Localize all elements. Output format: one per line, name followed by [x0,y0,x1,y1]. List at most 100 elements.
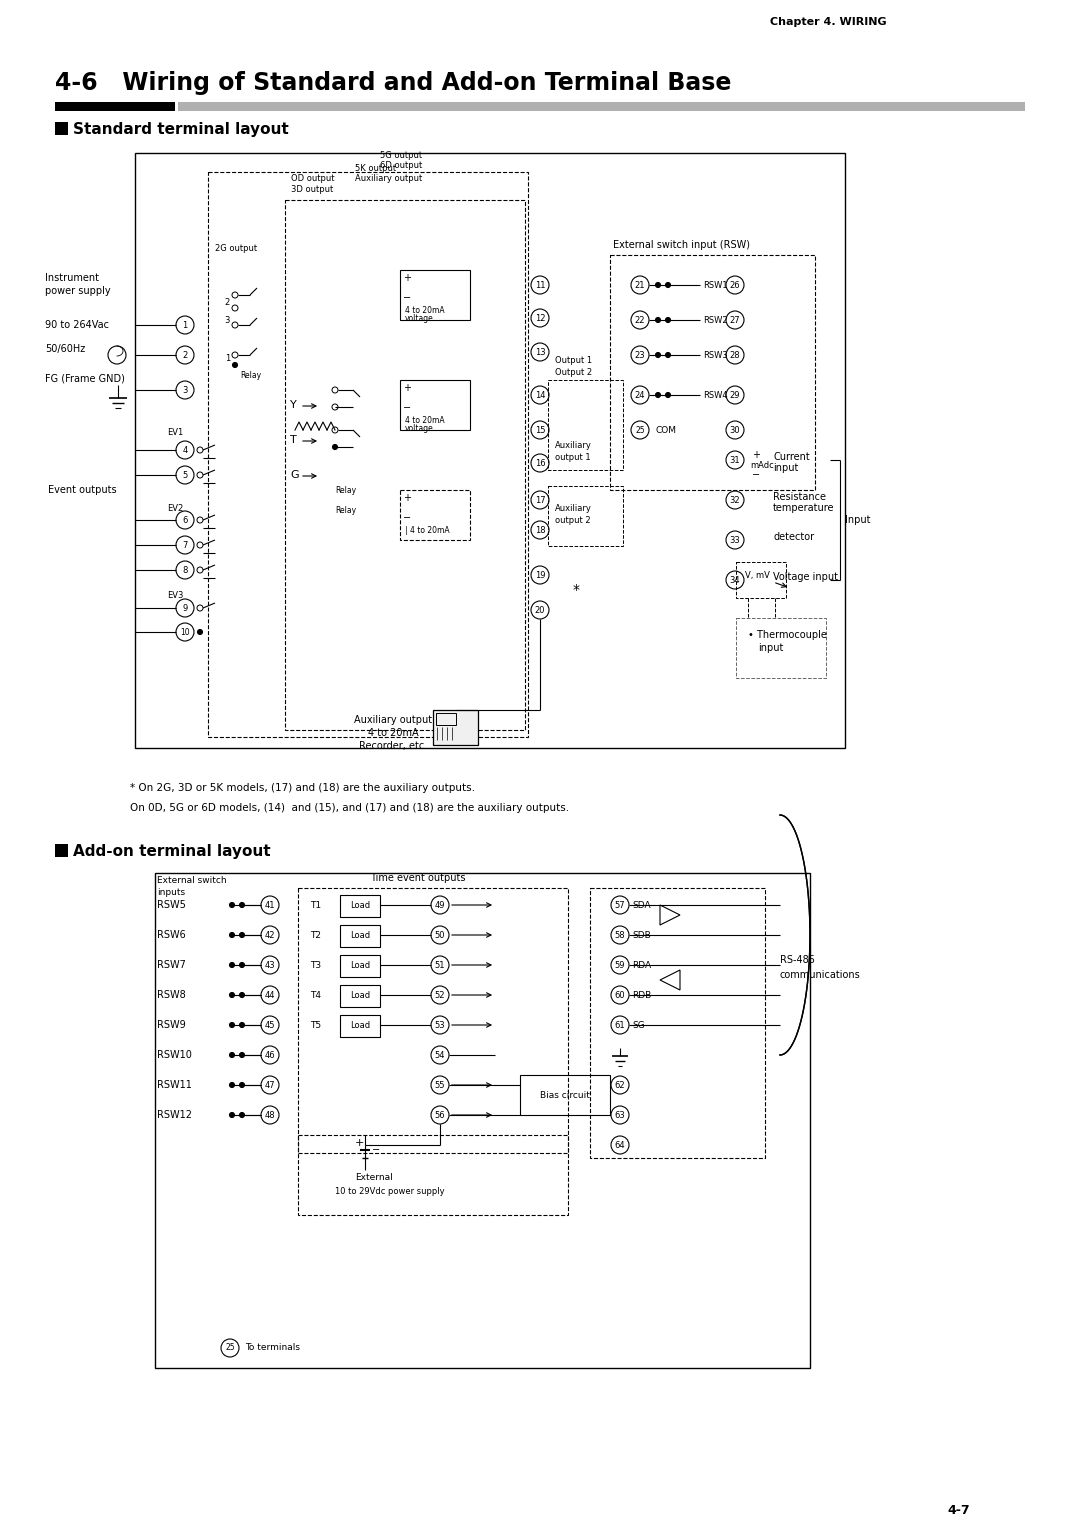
Text: 18: 18 [535,526,545,535]
Circle shape [240,1053,244,1057]
Circle shape [198,630,203,634]
Circle shape [229,963,234,967]
Bar [436,714,456,724]
Text: RS-485: RS-485 [780,955,815,966]
Text: Output 2: Output 2 [555,368,592,376]
Text: Standard terminal layout: Standard terminal layout [73,122,288,136]
Text: T4: T4 [310,990,321,999]
Circle shape [665,318,671,322]
Circle shape [333,445,337,449]
Text: SDB: SDB [632,931,651,940]
Text: 63: 63 [615,1111,625,1120]
Text: 27: 27 [730,315,740,324]
Text: Load: Load [350,900,370,909]
Text: EV1: EV1 [167,428,184,437]
Text: 56: 56 [434,1111,445,1120]
Bar [400,380,470,429]
Text: 46: 46 [265,1051,275,1059]
Text: output 1: output 1 [555,452,591,461]
Text: −: − [403,513,411,523]
Text: RSW3: RSW3 [703,350,728,359]
Text: 14: 14 [535,391,545,399]
Text: 6: 6 [183,515,188,524]
Text: 26: 26 [730,281,740,289]
Circle shape [240,1112,244,1117]
Text: Load: Load [350,931,370,940]
Text: 1: 1 [183,321,188,330]
Text: RSW4: RSW4 [703,391,728,399]
Text: 49: 49 [435,900,445,909]
Text: RSW6: RSW6 [157,931,186,940]
Bar [55,122,68,134]
Text: 60: 60 [615,990,625,999]
Text: Auxiliary output: Auxiliary output [354,715,432,724]
Bar [298,1135,568,1215]
Text: +: + [403,274,411,283]
Circle shape [240,993,244,998]
Bar [610,255,815,490]
Text: 33: 33 [730,535,741,544]
Text: T: T [291,435,297,445]
Circle shape [229,1082,234,1088]
Text: −: − [752,471,760,480]
Bar [285,200,525,730]
Bar [55,102,175,112]
Bar [340,986,380,1007]
Circle shape [229,1112,234,1117]
Text: 62: 62 [615,1080,625,1089]
Text: Voltage input: Voltage input [773,571,838,582]
Bar [548,380,623,471]
Text: On 0D, 5G or 6D models, (14)  and (15), and (17) and (18) are the auxiliary outp: On 0D, 5G or 6D models, (14) and (15), a… [130,804,569,813]
Text: 4 to 20mA: 4 to 20mA [405,306,445,315]
Text: 5: 5 [183,471,188,480]
Text: 44: 44 [265,990,275,999]
Circle shape [229,1022,234,1027]
Text: * On 2G, 3D or 5K models, (17) and (18) are the auxiliary outputs.: * On 2G, 3D or 5K models, (17) and (18) … [130,782,475,793]
Text: 2: 2 [225,298,230,307]
Bar [735,617,826,678]
Text: input: input [773,463,798,474]
Bar [590,888,765,1158]
Text: 3: 3 [183,385,188,394]
Text: 57: 57 [615,900,625,909]
Circle shape [232,362,238,368]
Text: 53: 53 [434,1021,445,1030]
Text: 13: 13 [535,347,545,356]
Text: G: G [291,471,299,480]
Text: 24: 24 [635,391,645,399]
Text: T5: T5 [310,1021,321,1030]
Text: 4 to 20mA: 4 to 20mA [405,416,445,425]
Text: *: * [573,584,580,597]
Text: 42: 42 [265,931,275,940]
Text: 17: 17 [535,495,545,504]
Text: 16: 16 [535,458,545,468]
Text: Instrument: Instrument [45,274,99,283]
Text: 31: 31 [730,455,740,465]
Text: 4-6   Wiring of Standard and Add-on Terminal Base: 4-6 Wiring of Standard and Add-on Termin… [55,70,731,95]
Text: To terminals: To terminals [245,1343,300,1352]
Text: 34: 34 [730,576,740,585]
Text: power supply: power supply [45,286,110,296]
Text: • Thermocouple: • Thermocouple [748,630,827,640]
Text: 61: 61 [615,1021,625,1030]
Text: Time event outputs: Time event outputs [370,872,465,883]
Bar [433,711,478,746]
Text: voltage: voltage [405,423,434,432]
Text: RDB: RDB [632,990,651,999]
Text: 2: 2 [183,350,188,359]
Text: 10: 10 [180,628,190,637]
Text: 19: 19 [535,570,545,579]
Circle shape [656,393,661,397]
Text: Auxiliary: Auxiliary [555,440,592,449]
Text: RSW10: RSW10 [157,1050,192,1060]
Text: RSW9: RSW9 [157,1021,186,1030]
Text: 12: 12 [535,313,545,322]
Bar [548,486,623,545]
Text: inputs: inputs [157,888,185,897]
Text: SDA: SDA [632,900,650,909]
Circle shape [665,283,671,287]
Text: Load: Load [350,961,370,969]
Text: 4 to 20mA: 4 to 20mA [367,727,418,738]
Text: 15: 15 [535,425,545,434]
Bar [400,490,470,539]
